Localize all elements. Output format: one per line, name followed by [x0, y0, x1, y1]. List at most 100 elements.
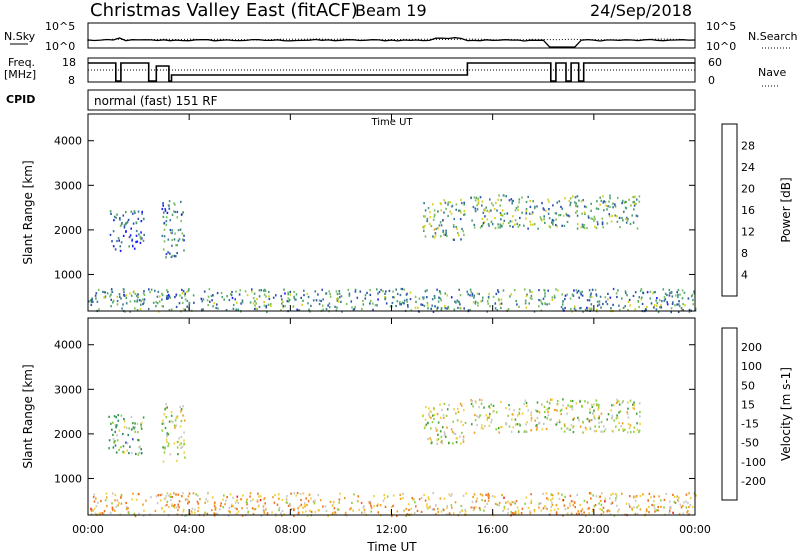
velocity-echo-pixel	[614, 499, 617, 502]
power-echo-pixel	[543, 289, 546, 292]
freq-left-label-1: Freq.	[8, 56, 35, 69]
power-echo-pixel	[462, 213, 465, 216]
power-echo-pixel	[602, 302, 604, 306]
velocity-echo-pixel	[369, 502, 372, 505]
velocity-echo-pixel	[390, 514, 393, 518]
velocity-echo-pixel	[166, 500, 169, 503]
velocity-echo-pixel	[584, 426, 587, 429]
power-echo-pixel	[594, 218, 596, 221]
power-echo-pixel	[440, 307, 443, 310]
power-echo-pixel	[668, 288, 671, 292]
velocity-echo-pixel	[191, 511, 193, 514]
power-echo-pixel	[481, 299, 484, 302]
velocity-echo-pixel	[548, 407, 550, 410]
power-echo-pixel	[439, 202, 442, 205]
velocity-echo-pixel	[446, 513, 448, 516]
power-echo-pixel	[337, 297, 339, 300]
velocity-echo-pixel	[207, 492, 209, 495]
velocity-echo-pixel	[337, 508, 340, 511]
velocity-echo-pixel	[112, 446, 115, 449]
velocity-echo-pixel	[242, 494, 244, 497]
velocity-echo-pixel	[173, 424, 176, 427]
velocity-echo-pixel	[544, 410, 546, 414]
power-echo-pixel	[575, 205, 577, 208]
power-echo-pixel	[317, 293, 319, 296]
power-echo-pixel	[450, 296, 453, 299]
power-echo-pixel	[234, 298, 236, 301]
power-echo-pixel	[656, 302, 659, 305]
velocity-echo-pixel	[653, 495, 655, 498]
velocity-echo-pixel	[126, 449, 128, 452]
velocity-echo-pixel	[132, 426, 135, 429]
velocity-echo-pixel	[383, 493, 385, 497]
velocity-echo-pixel	[518, 408, 521, 411]
velocity-echo-pixel	[668, 511, 671, 514]
power-echo-pixel	[546, 303, 548, 306]
power-echo-pixel	[630, 204, 632, 207]
velocity-echo-pixel	[665, 492, 668, 495]
power-echo-pixel	[544, 302, 546, 305]
velocity-echo-pixel	[686, 511, 688, 514]
power-echo-pixel	[137, 296, 139, 299]
velocity-echo-pixel	[439, 497, 442, 500]
velocity-echo-pixel	[420, 510, 423, 513]
velocity-echo-pixel	[117, 504, 119, 507]
velocity-echo-pixel	[621, 492, 623, 495]
velocity-echo-pixel	[472, 495, 474, 499]
power-echo-pixel	[135, 240, 137, 244]
power-echo-pixel	[524, 302, 527, 305]
velocity-echo-pixel	[431, 441, 433, 444]
velocity-echo-pixel	[252, 512, 255, 516]
power-echo-pixel	[348, 294, 351, 297]
velocity-echo-pixel	[451, 493, 453, 496]
velocity-echo-pixel	[127, 507, 129, 510]
velocity-echo-pixel	[90, 509, 93, 512]
power-echo-pixel	[340, 295, 343, 298]
velocity-echo-pixel	[472, 509, 475, 512]
velocity-echo-pixel	[688, 513, 690, 516]
velocity-echo-pixel	[511, 501, 514, 504]
velocity-echo-pixel	[339, 492, 341, 495]
power-echo-pixel	[440, 209, 442, 212]
velocity-echo-pixel	[250, 500, 252, 503]
nave-label: Nave	[758, 66, 786, 79]
velocity-echo-pixel	[562, 398, 564, 401]
power-echo-pixel	[377, 298, 379, 301]
power-echo-pixel	[104, 295, 107, 298]
power-echo-pixel	[354, 290, 357, 293]
power-echo-pixel	[555, 223, 557, 227]
velocity-echo-pixel	[241, 507, 243, 510]
velocity-echo-pixel	[480, 426, 483, 430]
velocity-ytick-label: 2000	[54, 428, 82, 441]
velocity-echo-pixel	[165, 495, 168, 498]
velocity-echo-pixel	[422, 414, 424, 417]
power-echo-pixel	[570, 307, 572, 310]
velocity-echo-pixel	[610, 409, 612, 412]
velocity-echo-pixel	[534, 419, 537, 422]
velocity-echo-pixel	[530, 501, 532, 504]
velocity-echo-pixel	[443, 434, 446, 437]
power-echo-pixel	[676, 291, 678, 294]
velocity-echo-pixel	[214, 508, 217, 511]
power-echo-pixel	[143, 233, 145, 236]
velocity-echo-pixel	[448, 493, 451, 496]
velocity-echo-pixel	[205, 498, 207, 501]
velocity-echo-pixel	[344, 511, 347, 514]
velocity-echo-pixel	[516, 423, 519, 426]
velocity-echo-pixel	[392, 494, 395, 497]
power-echo-pixel	[552, 221, 554, 224]
power-echo-pixel	[514, 209, 517, 212]
power-echo-pixel	[422, 296, 424, 299]
power-echo-pixel	[423, 304, 426, 308]
power-echo-pixel	[123, 294, 126, 297]
velocity-echo-pixel	[184, 498, 187, 501]
power-echo-pixel	[444, 201, 447, 204]
power-echo-pixel	[494, 307, 497, 310]
power-echo-pixel	[494, 302, 497, 305]
power-echo-pixel	[681, 289, 684, 292]
velocity-echo-pixel	[390, 506, 393, 509]
velocity-echo-pixel	[137, 453, 140, 456]
velocity-echo-pixel	[647, 499, 650, 502]
power-echo-pixel	[403, 302, 405, 305]
velocity-echo-pixel	[487, 416, 489, 419]
